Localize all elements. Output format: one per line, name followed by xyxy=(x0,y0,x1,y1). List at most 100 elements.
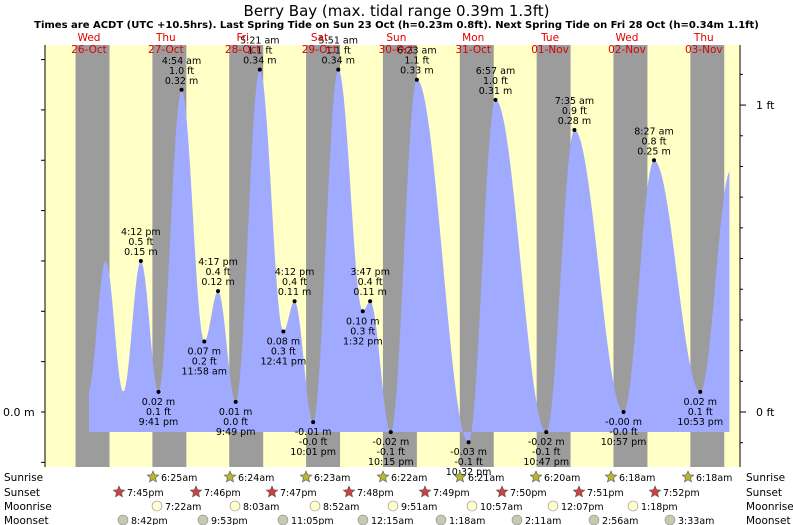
moonrise-icon xyxy=(627,500,639,512)
row-label-right: Sunrise xyxy=(746,472,785,484)
tide-label: -0.00 m xyxy=(605,417,642,428)
sunset-time: 7:50pm xyxy=(510,488,547,499)
tide-point xyxy=(233,399,238,404)
tide-curve xyxy=(89,69,730,443)
tide-label: 1.1 ft xyxy=(326,46,351,57)
tide-label: 0.01 m xyxy=(219,407,252,418)
right-tick-label: 0 ft xyxy=(756,406,775,419)
tide-label: 5:51 am xyxy=(319,36,358,47)
sunset-time: 7:45pm xyxy=(127,488,164,499)
right-tick-label: 1 ft xyxy=(756,99,775,112)
moonset-icon xyxy=(435,514,447,525)
tide-label: 4:17 pm xyxy=(198,257,238,268)
tide-label: 0.11 m xyxy=(353,287,386,298)
tide-markers: 4:12 pm0.5 ft0.15 m0.02 m0.1 ft9:41 pm4:… xyxy=(121,36,723,479)
moonrise-icon xyxy=(387,500,399,512)
tide-label: 12:41 pm xyxy=(261,356,307,367)
moonset-icon xyxy=(277,514,289,525)
tide-label: 0.4 ft xyxy=(358,277,383,288)
row-label-left: Moonset xyxy=(4,515,49,525)
row-label-left: Sunrise xyxy=(4,472,43,484)
tide-label: 0.1 ft xyxy=(688,407,713,418)
tide-point xyxy=(698,389,703,394)
tide-point xyxy=(621,410,626,414)
tide-label: -0.02 m xyxy=(372,437,409,448)
day-name: Sun xyxy=(386,32,406,44)
sunset-time: 7:52pm xyxy=(663,488,700,499)
sunset-icon xyxy=(112,485,126,498)
tide-label: -0.1 ft xyxy=(454,457,483,468)
tide-label: 8:27 am xyxy=(634,126,673,137)
moonset-time: 12:15am xyxy=(371,516,413,525)
tide-point xyxy=(466,440,471,445)
moonrise-time: 9:51am xyxy=(401,502,437,513)
tide-point xyxy=(368,299,373,304)
tide-label: 6:57 am xyxy=(476,66,515,77)
moonset-icon xyxy=(197,514,209,525)
day-date: 28-Oct xyxy=(225,44,261,56)
day-name: Tue xyxy=(540,32,559,44)
row-label-right: Moonset xyxy=(746,515,791,525)
tide-label: 7:35 am xyxy=(555,96,594,107)
tide-label: 0.31 m xyxy=(479,86,512,97)
day-name: Mon xyxy=(462,32,484,44)
tide-label: 1.1 ft xyxy=(404,56,429,67)
sunrise-icon xyxy=(223,470,237,483)
tide-point xyxy=(336,67,341,72)
tide-label: 0.02 m xyxy=(142,397,175,408)
chart-subtitle: Times are ACDT (UTC +10.5hrs). Last Spri… xyxy=(34,20,759,31)
tide-point xyxy=(311,420,316,425)
day-date: 31-Oct xyxy=(455,44,491,56)
chart-title: Berry Bay (max. tidal range 0.39m 1.3ft) xyxy=(243,2,550,20)
tide-point xyxy=(257,67,262,72)
day-date: 27-Oct xyxy=(148,44,184,56)
tide-label: 0.02 m xyxy=(684,397,717,408)
row-label-right: Sunset xyxy=(746,487,782,499)
tide-label: 0.25 m xyxy=(637,146,670,157)
row-label-left: Moonrise xyxy=(4,501,52,513)
moonset-icon xyxy=(664,514,676,525)
sunrise-time: 6:18am xyxy=(696,473,732,484)
sunset-icon xyxy=(648,485,662,498)
sunset-time: 7:47pm xyxy=(280,488,317,499)
moonset-time: 11:05pm xyxy=(291,516,334,525)
tide-point xyxy=(138,258,143,263)
tide-label: 1.0 ft xyxy=(483,76,508,87)
tide-label: 0.8 ft xyxy=(641,136,666,147)
tide-label: 0.32 m xyxy=(165,76,198,87)
tide-label: 0.33 m xyxy=(400,66,433,77)
sunset-icon xyxy=(189,485,203,498)
tide-label: 0.15 m xyxy=(124,247,157,258)
tide-label: -0.03 m xyxy=(450,447,487,458)
tide-label: 0.34 m xyxy=(322,56,355,67)
sunrise-icon xyxy=(604,470,618,483)
tide-label: 4:12 pm xyxy=(275,267,315,278)
tide-label: 10:15 pm xyxy=(368,457,414,468)
tide-point xyxy=(281,329,286,334)
tide-point xyxy=(360,309,365,314)
day-date: 01-Nov xyxy=(531,44,569,56)
moonrise-icon xyxy=(229,500,241,512)
day-name: Fri xyxy=(236,32,249,44)
sunset-time: 7:49pm xyxy=(433,488,470,499)
moonrise-time: 8:03am xyxy=(243,502,279,513)
sun-moon-rows: Sunrise Sunrise Sunset Sunset Moonrise Moonri… xyxy=(4,470,793,525)
tide-label: 4:54 am xyxy=(162,56,201,67)
moonset-time: 8:42pm xyxy=(131,516,168,525)
sunset-time: 7:48pm xyxy=(357,488,394,499)
tide-label: 10:57 pm xyxy=(601,437,647,448)
sunrise-time: 6:23am xyxy=(314,473,350,484)
moonrise-icon xyxy=(466,500,478,512)
tide-point xyxy=(179,87,184,92)
moonset-time: 2:11am xyxy=(525,516,561,525)
tide-label: 10:53 pm xyxy=(677,417,723,428)
day-date: 02-Nov xyxy=(608,44,646,56)
tide-label: 0.5 ft xyxy=(128,237,153,248)
tide-label: 0.28 m xyxy=(558,116,591,127)
moonrise-time: 10:57am xyxy=(480,502,522,513)
tide-label: 0.3 ft xyxy=(271,346,296,357)
moonset-icon xyxy=(511,514,523,525)
day-date: 03-Nov xyxy=(685,44,723,56)
sunset-time: 7:46pm xyxy=(204,488,241,499)
